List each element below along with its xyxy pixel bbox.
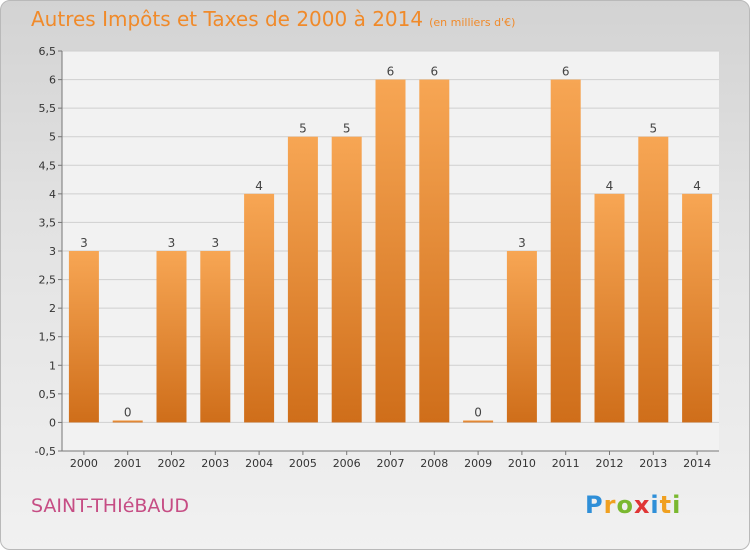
y-tick-label: 1 (49, 359, 56, 372)
y-tick-label: 4,5 (39, 159, 57, 172)
x-tick-label: 2009 (464, 457, 492, 470)
x-tick-label: 2010 (508, 457, 536, 470)
bar (463, 420, 494, 423)
data-label: 5 (299, 122, 307, 136)
proxiti-logo: Proxiti (585, 491, 681, 519)
x-tick-label: 2012 (596, 457, 624, 470)
x-tick-label: 2000 (70, 457, 98, 470)
data-label: 4 (693, 179, 701, 193)
y-tick-label: 5,5 (39, 102, 57, 115)
bar (200, 251, 231, 423)
bar (287, 136, 318, 423)
y-tick-label: 4 (49, 188, 56, 201)
data-label: 3 (168, 236, 176, 250)
y-tick-label: 5 (49, 131, 56, 144)
data-label: 0 (474, 405, 482, 419)
data-label: 4 (606, 179, 614, 193)
data-label: 3 (518, 236, 526, 250)
y-tick-label: 3 (49, 245, 56, 258)
x-tick-label: 2002 (158, 457, 186, 470)
bar (638, 136, 669, 423)
y-tick-label: 0,5 (39, 388, 57, 401)
y-tick-label: 6,5 (39, 45, 57, 58)
bar (594, 193, 625, 423)
data-label: 6 (430, 65, 438, 79)
commune-name: SAINT-THIéBAUD (31, 495, 189, 517)
data-label: 3 (211, 236, 219, 250)
x-tick-label: 2011 (552, 457, 580, 470)
bar (682, 193, 713, 423)
bar (375, 79, 406, 423)
y-tick-label: 2 (49, 302, 56, 315)
bar (244, 193, 275, 423)
x-tick-label: 2014 (683, 457, 711, 470)
logo-letter: i (672, 491, 682, 519)
data-label: 5 (649, 122, 657, 136)
x-tick-label: 2013 (639, 457, 667, 470)
y-tick-label: 6 (49, 74, 56, 87)
data-label: 6 (387, 65, 395, 79)
bar (550, 79, 581, 423)
bar (112, 420, 143, 423)
data-label: 4 (255, 179, 263, 193)
logo-letter: P (585, 491, 604, 519)
data-label: 6 (562, 65, 570, 79)
logo-letter: o (616, 491, 634, 519)
logo-letter: i (650, 491, 660, 519)
chart-title-text: Autres Impôts et Taxes de 2000 à 2014 (31, 7, 424, 31)
chart-title: Autres Impôts et Taxes de 2000 à 2014 (en… (31, 7, 515, 31)
y-tick-label: 1,5 (39, 331, 57, 344)
bar (68, 251, 99, 423)
y-tick-label: 3,5 (39, 216, 57, 229)
data-label: 5 (343, 122, 351, 136)
x-tick-label: 2003 (201, 457, 229, 470)
chart-unit: (en milliers d'€) (429, 16, 516, 29)
y-tick-label: -0,5 (35, 445, 56, 458)
x-tick-label: 2006 (333, 457, 361, 470)
x-tick-label: 2007 (377, 457, 405, 470)
bar (156, 251, 187, 423)
logo-letter: t (659, 491, 673, 519)
y-tick-label: 0 (49, 416, 56, 429)
x-tick-label: 2001 (114, 457, 142, 470)
data-label: 0 (124, 405, 132, 419)
logo-letter: x (633, 491, 651, 519)
y-tick-label: 2,5 (39, 274, 57, 287)
bar (331, 136, 362, 423)
logo-letter: r (603, 491, 617, 519)
data-label: 3 (80, 236, 88, 250)
x-tick-label: 2004 (245, 457, 273, 470)
x-tick-label: 2008 (420, 457, 448, 470)
bar (419, 79, 450, 423)
bar (506, 251, 537, 423)
x-tick-label: 2005 (289, 457, 317, 470)
